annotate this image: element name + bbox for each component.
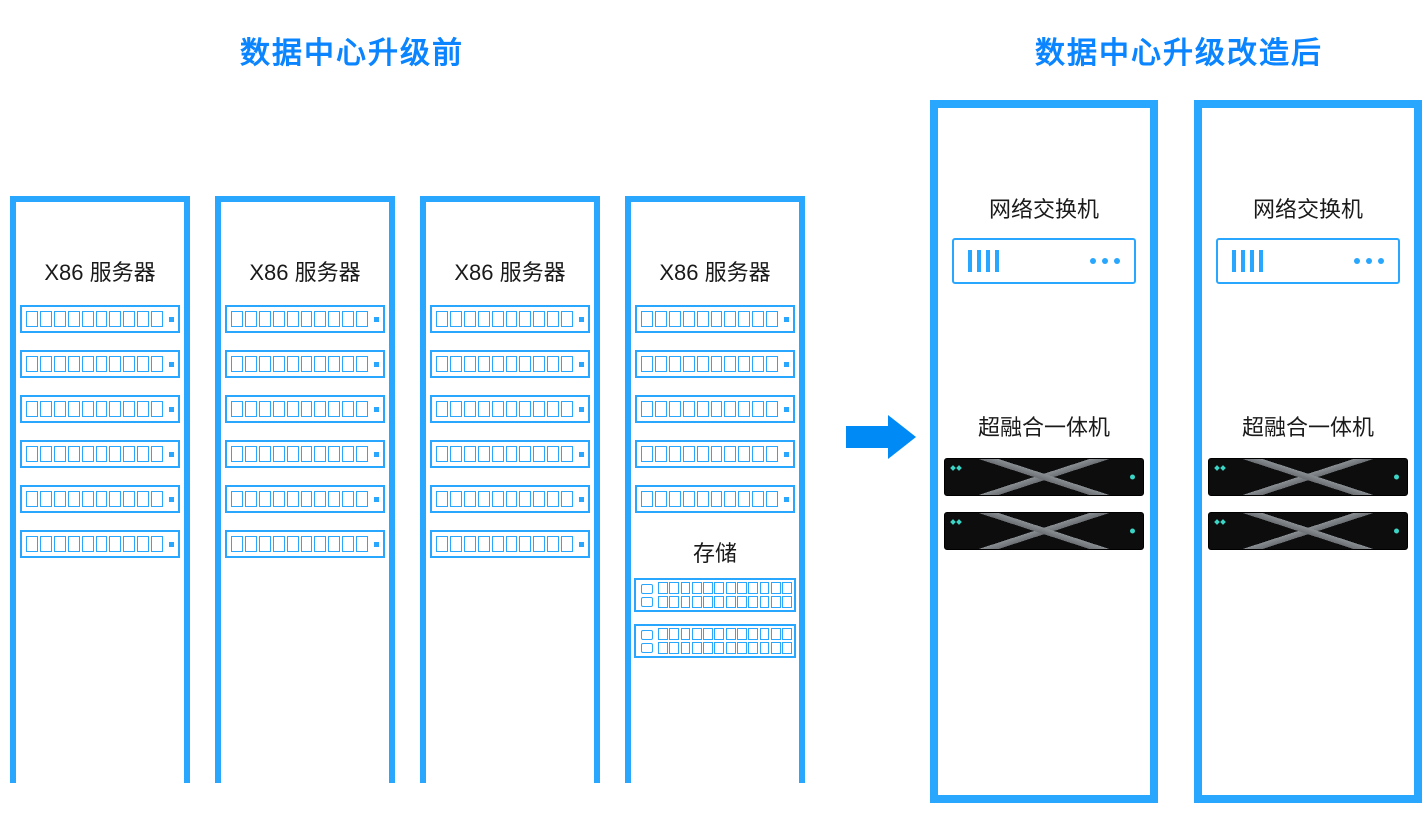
hci-label: 超融合一体机 <box>1242 410 1374 442</box>
server-blade <box>635 305 795 333</box>
server-blade <box>635 350 795 378</box>
arrow-icon <box>846 415 916 459</box>
rack-before-2: X86 服务器 <box>215 196 395 783</box>
server-blade <box>430 530 590 558</box>
rack-before-3: X86 服务器 <box>420 196 600 783</box>
rack-after-2: 网络交换机超融合一体机 <box>1194 100 1422 803</box>
hci-appliance-icon <box>1208 512 1408 550</box>
server-blade <box>225 305 385 333</box>
rack-before-4: X86 服务器存储 <box>625 196 805 783</box>
server-blade <box>430 440 590 468</box>
server-blade <box>430 350 590 378</box>
server-label: X86 服务器 <box>249 255 360 287</box>
server-label: X86 服务器 <box>659 255 770 287</box>
server-blade <box>430 305 590 333</box>
storage-label: 存储 <box>693 536 737 568</box>
server-blade <box>635 485 795 513</box>
server-blade <box>635 440 795 468</box>
server-blade <box>225 350 385 378</box>
hci-appliance-icon <box>944 458 1144 496</box>
hci-appliance-icon <box>1208 458 1408 496</box>
server-blade <box>20 440 180 468</box>
title-before: 数据中心升级前 <box>240 28 464 72</box>
server-blade <box>20 350 180 378</box>
server-blade <box>20 305 180 333</box>
storage-unit <box>634 578 796 612</box>
server-blade <box>225 530 385 558</box>
server-blade <box>20 485 180 513</box>
rack-after-1: 网络交换机超融合一体机 <box>930 100 1158 803</box>
rack-before-1: X86 服务器 <box>10 196 190 783</box>
hci-label: 超融合一体机 <box>978 410 1110 442</box>
title-after: 数据中心升级改造后 <box>1035 28 1323 72</box>
storage-unit <box>634 624 796 658</box>
server-blade <box>20 395 180 423</box>
server-label: X86 服务器 <box>44 255 155 287</box>
server-blade <box>430 485 590 513</box>
server-blade <box>225 485 385 513</box>
network-switch-icon <box>952 238 1136 284</box>
network-switch-icon <box>1216 238 1400 284</box>
switch-label: 网络交换机 <box>989 192 1099 224</box>
server-blade <box>20 530 180 558</box>
server-blade <box>225 395 385 423</box>
hci-appliance-icon <box>944 512 1144 550</box>
server-blade <box>430 395 590 423</box>
server-blade <box>635 395 795 423</box>
server-label: X86 服务器 <box>454 255 565 287</box>
switch-label: 网络交换机 <box>1253 192 1363 224</box>
server-blade <box>225 440 385 468</box>
